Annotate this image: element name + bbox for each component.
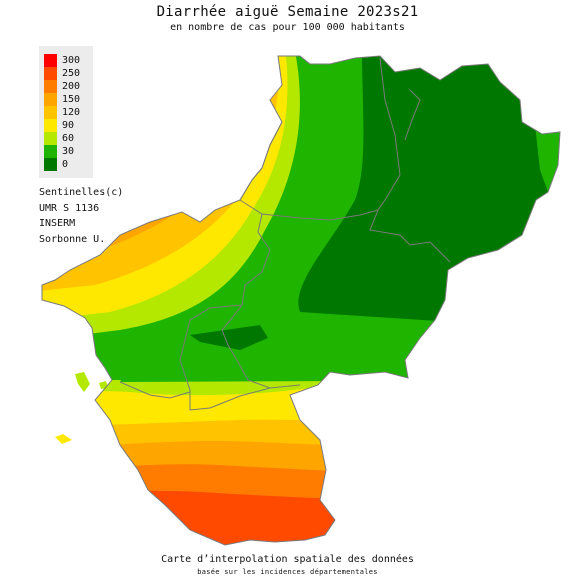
map-subtitle: en nombre de cas pour 100 000 habitants	[170, 22, 405, 33]
legend-label: 250	[62, 68, 81, 79]
legend-row: 0	[39, 158, 93, 171]
legend-row: 300	[39, 54, 93, 67]
legend-swatch	[44, 80, 57, 93]
legend-swatch	[44, 54, 57, 67]
legend-row: 250	[39, 67, 93, 80]
band-30-far-east	[535, 125, 560, 200]
legend-row: 150	[39, 93, 93, 106]
legend-label: 200	[62, 81, 81, 92]
legend-row: 60	[39, 132, 93, 145]
map-title: Diarrhée aiguë Semaine 2023s21	[156, 4, 419, 20]
credits-block: Sentinelles(c) UMR S 1136 INSERM Sorbonn…	[39, 185, 123, 247]
legend-label: 120	[62, 107, 81, 118]
legend-label: 30	[62, 146, 75, 157]
legend-swatch	[44, 145, 57, 158]
legend-label: 90	[62, 120, 75, 131]
legend-label: 60	[62, 133, 75, 144]
credit-line: Sentinelles(c)	[39, 187, 124, 198]
legend-label: 150	[62, 94, 81, 105]
legend-row: 200	[39, 80, 93, 93]
credit-line: Sorbonne U.	[39, 233, 106, 245]
credit-line: INSERM	[39, 218, 76, 229]
legend-row: 90	[39, 119, 93, 132]
legend-swatch	[44, 132, 57, 145]
footer-subcaption: basée sur les incidences départementales	[197, 568, 378, 576]
legend-swatch	[44, 158, 57, 171]
credit-line: UMR S 1136	[39, 202, 100, 214]
island-yeu	[55, 434, 72, 444]
footer-caption: Carte d’interpolation spatiale des donné…	[161, 554, 414, 565]
legend-row: 120	[39, 106, 93, 119]
legend-label: 0	[62, 159, 69, 170]
legend-swatch	[44, 119, 57, 132]
legend-swatch	[44, 67, 57, 80]
legend-label: 300	[62, 55, 81, 66]
band-0-pocket	[190, 325, 268, 350]
legend-swatch	[44, 106, 57, 119]
color-legend: 300 250 200 150 120 90 60 30 0	[39, 46, 93, 178]
legend-swatch	[44, 93, 57, 106]
region-outline	[41, 55, 561, 546]
legend-row: 30	[39, 145, 93, 158]
island-noirmoutier	[75, 372, 90, 392]
